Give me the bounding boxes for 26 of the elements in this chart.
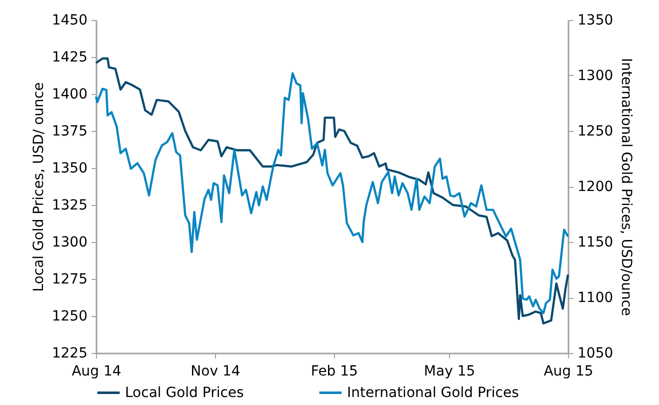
y2-tick-label: 1250 (578, 124, 614, 140)
y-tick-label: 1300 (52, 234, 88, 250)
y2-tick-label: 1350 (578, 12, 614, 28)
x-tick-label: Aug 15 (544, 364, 594, 380)
y2-tick-label: 1300 (578, 68, 614, 84)
legend-label: International Gold Prices (347, 384, 519, 401)
y-tick-label: 1400 (52, 86, 88, 102)
y-axis-title: Local Gold Prices, USD/ ounce (30, 82, 47, 292)
y-tick-label: 1450 (52, 12, 88, 28)
x-tick-label: Feb 15 (310, 364, 358, 380)
y2-axis-title: International Gold Prices, USD/ounce (618, 58, 634, 316)
y2-tick-label: 1100 (578, 290, 614, 306)
legend-label: Local Gold Prices (125, 384, 244, 401)
y2-tick-label: 1200 (578, 179, 614, 195)
y-tick-label: 1225 (52, 346, 88, 362)
y-tick-label: 1350 (52, 160, 88, 176)
y2-tick-label: 1050 (578, 346, 614, 362)
y-tick-label: 1325 (52, 198, 88, 214)
x-tick-label: Aug 14 (72, 364, 122, 380)
y-tick-label: 1375 (52, 124, 88, 140)
x-tick-label: Nov 14 (190, 364, 240, 380)
y2-tick-label: 1150 (578, 234, 614, 250)
y-tick-label: 1275 (52, 272, 88, 288)
y-tick-label: 1250 (52, 308, 88, 324)
x-tick-label: May 15 (424, 364, 476, 380)
y-tick-label: 1425 (52, 50, 88, 66)
